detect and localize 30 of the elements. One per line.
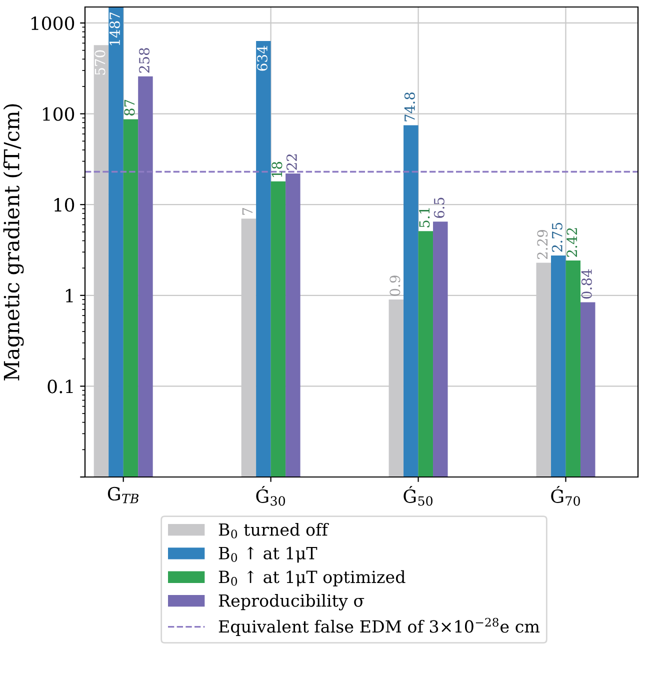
legend-label: Equivalent false EDM of 3×10$^{−28}$e cm xyxy=(218,618,540,636)
data-label: 0.84 xyxy=(581,269,592,299)
legend-label: B$_{0}$ turned off xyxy=(218,522,329,538)
legend-label: B$_{0}$ ↑ at 1μT optimized xyxy=(218,570,406,586)
data-label: 0.9 xyxy=(390,276,400,296)
x-tick-label: G$_{TB}$ xyxy=(108,486,138,504)
data-label: 6.5 xyxy=(434,198,444,218)
x-tick-label: Ǵ$_{50}$ xyxy=(404,486,432,506)
data-label: 18 xyxy=(272,162,282,177)
data-label: 5.1 xyxy=(419,208,430,228)
y-tick-label: 100 xyxy=(43,107,74,121)
data-label: 1487 xyxy=(109,12,120,46)
data-label: 2.42 xyxy=(566,228,578,257)
y-tick-label: 1 xyxy=(66,288,73,302)
x-tick-label: Ǵ$_{70}$ xyxy=(551,486,580,506)
data-label: 74.8 xyxy=(404,92,415,122)
y-tick-label: 0.1 xyxy=(48,380,73,394)
legend-label: Reproducibility σ xyxy=(218,594,364,610)
y-tick-label: 10 xyxy=(54,198,74,212)
data-label: 22 xyxy=(286,154,297,170)
data-label: 2.75 xyxy=(552,222,562,252)
data-label: 87 xyxy=(124,100,135,116)
y-axis-title: Magnetic gradient (fT/cm) xyxy=(3,104,24,380)
data-label: 7 xyxy=(242,208,253,215)
data-label: 2.29 xyxy=(537,230,548,259)
data-label: 634 xyxy=(256,46,268,71)
legend-label: B$_{0}$ ↑ at 1μT xyxy=(218,546,318,563)
data-label: 258 xyxy=(138,48,150,73)
y-tick-label: 1000 xyxy=(32,16,74,30)
x-tick-label: Ǵ$_{30}$ xyxy=(256,486,286,506)
